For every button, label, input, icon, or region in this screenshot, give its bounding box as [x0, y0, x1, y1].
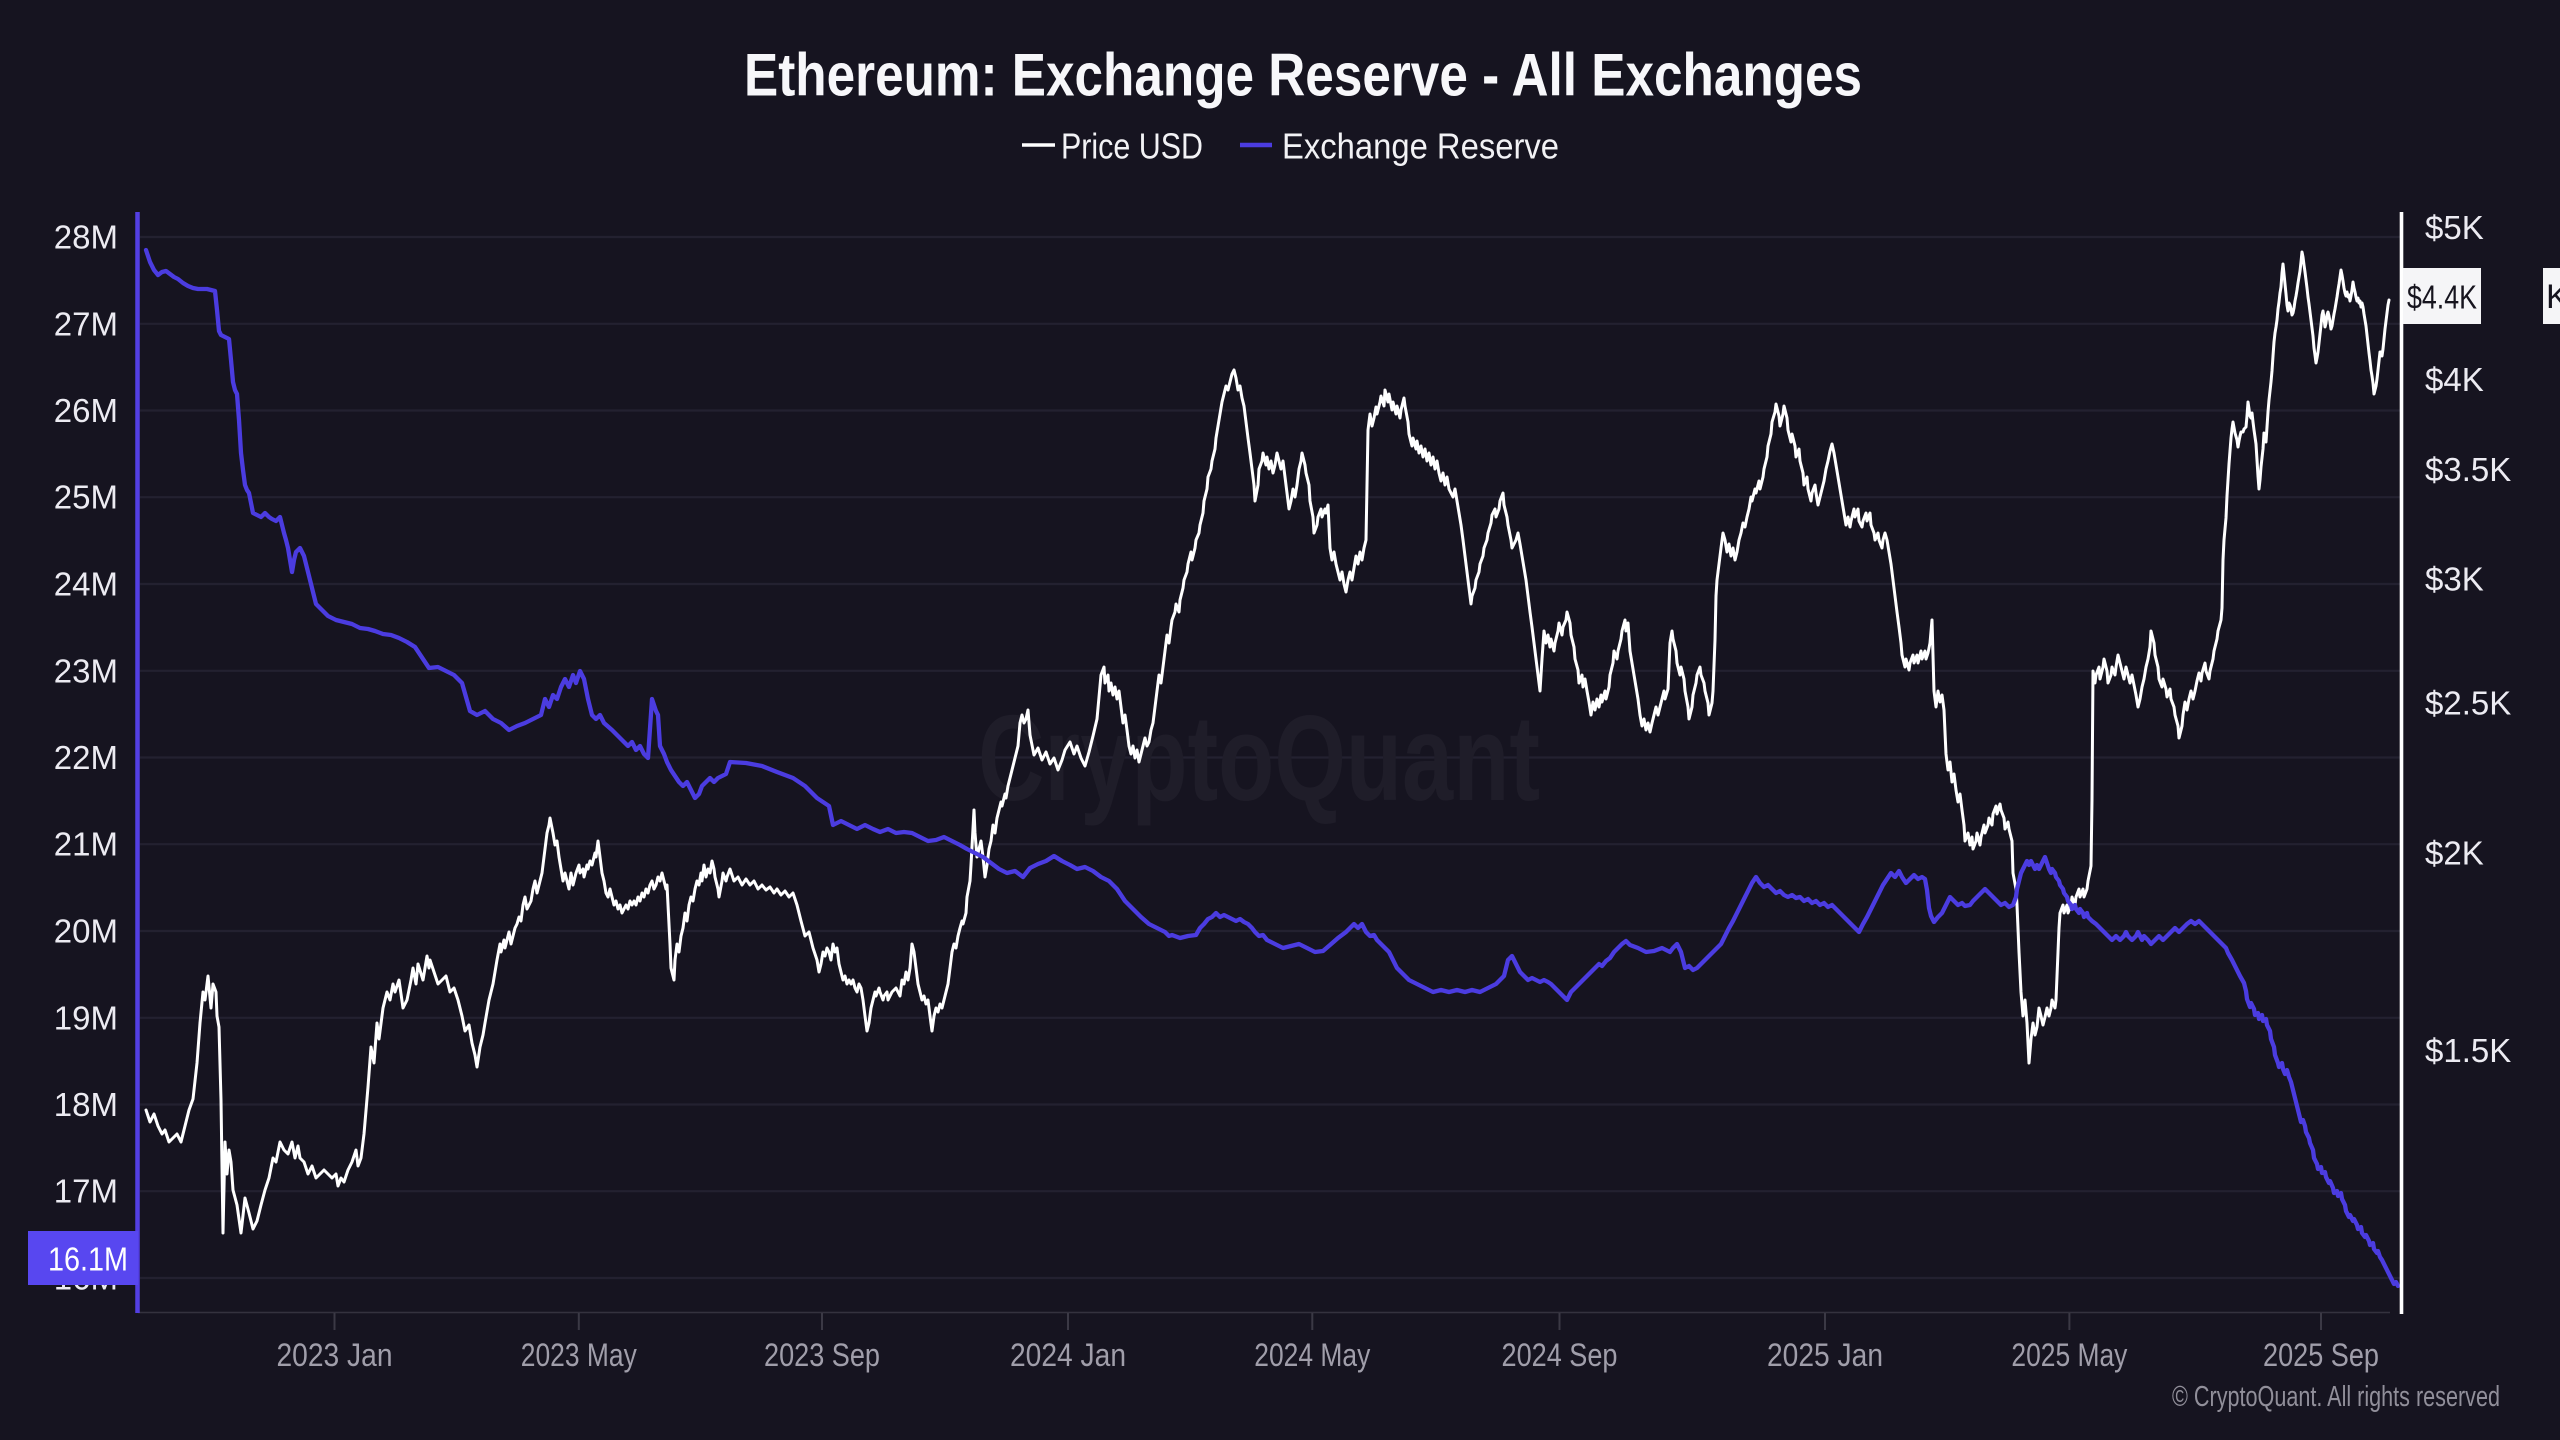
svg-text:27M: 27M: [54, 305, 118, 342]
svg-text:$3K: $3K: [2425, 561, 2484, 598]
svg-text:28M: 28M: [54, 219, 118, 256]
svg-text:2023 Sep: 2023 Sep: [764, 1337, 880, 1373]
svg-text:CryptoQuant: CryptoQuant: [978, 690, 1540, 826]
svg-text:$1.5K: $1.5K: [2425, 1032, 2511, 1069]
svg-text:2023 Jan: 2023 Jan: [277, 1337, 393, 1373]
svg-text:© CryptoQuant. All rights rese: © CryptoQuant. All rights reserved: [2172, 1381, 2500, 1413]
svg-text:20M: 20M: [54, 913, 118, 950]
svg-text:22M: 22M: [54, 739, 118, 776]
svg-text:18M: 18M: [54, 1086, 118, 1123]
svg-text:$3.5K: $3.5K: [2425, 451, 2511, 488]
svg-text:23M: 23M: [54, 652, 118, 689]
svg-text:Price USD: Price USD: [1061, 126, 1203, 167]
svg-text:2025 Sep: 2025 Sep: [2263, 1337, 2379, 1373]
svg-text:$2.5K: $2.5K: [2425, 685, 2511, 722]
svg-text:16.1M: 16.1M: [48, 1241, 128, 1278]
svg-text:K: K: [2546, 278, 2560, 316]
svg-text:$5K: $5K: [2425, 209, 2484, 246]
svg-text:19M: 19M: [54, 999, 118, 1036]
svg-text:2024 Jan: 2024 Jan: [1010, 1337, 1126, 1373]
svg-text:2024 Sep: 2024 Sep: [1502, 1337, 1618, 1373]
svg-text:2025 May: 2025 May: [2011, 1337, 2127, 1373]
svg-text:$4.4K: $4.4K: [2407, 279, 2477, 316]
svg-text:26M: 26M: [54, 392, 118, 429]
svg-text:2023 May: 2023 May: [521, 1337, 637, 1373]
svg-text:$2K: $2K: [2425, 834, 2484, 871]
svg-text:$4K: $4K: [2425, 361, 2484, 398]
svg-text:Exchange Reserve: Exchange Reserve: [1282, 126, 1559, 167]
svg-text:21M: 21M: [54, 826, 118, 863]
svg-text:2025 Jan: 2025 Jan: [1767, 1337, 1883, 1373]
svg-text:2024 May: 2024 May: [1254, 1337, 1370, 1373]
svg-text:17M: 17M: [54, 1173, 118, 1210]
svg-text:Ethereum: Exchange Reserve - A: Ethereum: Exchange Reserve - All Exchang…: [744, 42, 1862, 109]
svg-text:24M: 24M: [54, 566, 118, 603]
svg-text:25M: 25M: [54, 479, 118, 516]
